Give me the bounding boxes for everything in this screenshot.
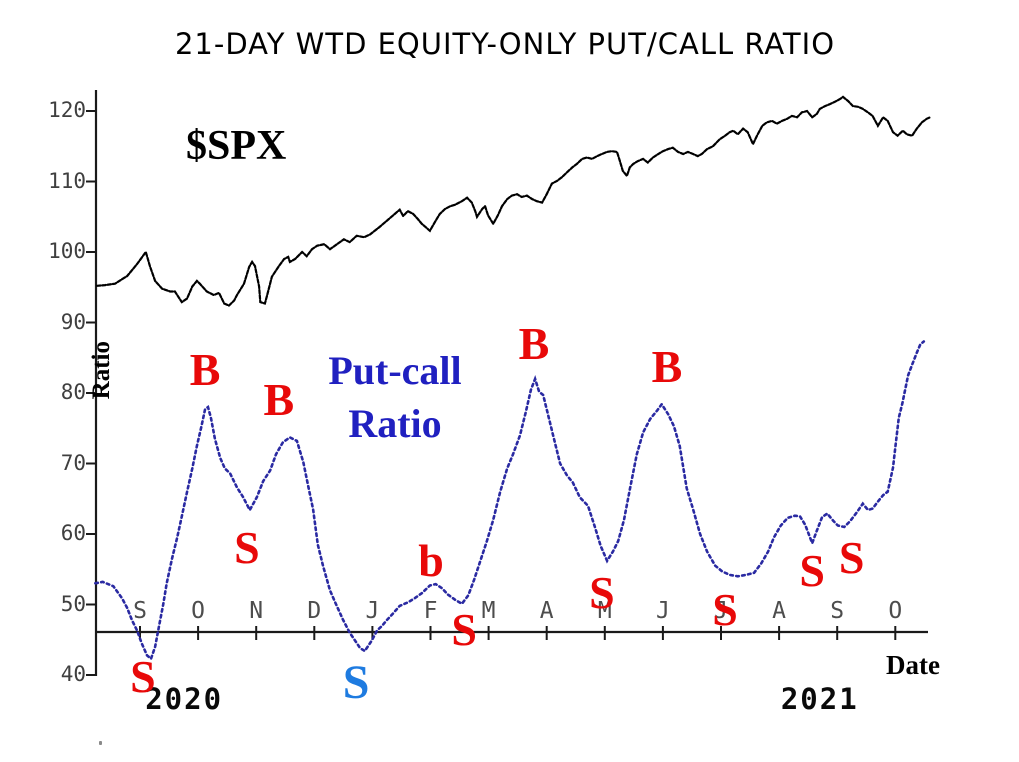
x-month-label: A	[772, 598, 787, 624]
buy-signal-letter: b	[418, 534, 444, 586]
x-month-label: S	[830, 598, 845, 624]
stray-dot	[99, 741, 102, 745]
x-month-label: O	[888, 598, 903, 624]
y-tick-label: 120	[48, 98, 86, 122]
y-tick-label: 70	[60, 450, 86, 475]
sell-signal-letter: S	[838, 531, 865, 583]
x-month-label: J	[365, 598, 380, 624]
x-month-label: N	[249, 598, 264, 624]
y-tick-label: 100	[48, 239, 86, 263]
sell-signal-letter: S	[589, 567, 615, 619]
sell-signal-letter: S	[712, 584, 738, 636]
spx-line	[95, 95, 932, 307]
x-month-label: O	[191, 598, 206, 624]
y-tick-label: 90	[60, 309, 86, 334]
sell-signal-letter: S	[799, 544, 825, 596]
sell-signal-letter: S	[234, 522, 260, 574]
y-axis-title: Ratio	[88, 341, 115, 400]
buy-signal-letter: B	[518, 318, 550, 370]
x-month-label: J	[655, 598, 670, 624]
y-tick-label: 60	[60, 521, 86, 545]
buy-signal-letter: B	[263, 374, 295, 426]
spx-series-label: $SPX	[186, 123, 287, 169]
sell-signal-letter: S	[342, 656, 370, 710]
x-axis-title: Date	[886, 650, 940, 680]
x-month-label: J	[714, 598, 728, 624]
putcall-label-line2: Ratio	[348, 401, 442, 446]
sell-signal-letter: S	[130, 651, 156, 703]
year-label-2021: 2021	[780, 682, 859, 716]
x-month-label: D	[307, 598, 322, 624]
putcall-series-label: Put-call Ratio	[295, 344, 495, 450]
x-month-label: F	[423, 598, 438, 624]
x-month-label: S	[133, 598, 147, 624]
x-month-label: A	[539, 598, 554, 624]
chart-title: 21-DAY WTD EQUITY-ONLY PUT/CALL RATIO	[174, 27, 836, 61]
y-tick-label: 80	[60, 380, 86, 404]
y-tick-label: 50	[60, 591, 86, 616]
x-month-label: M	[481, 598, 496, 624]
sell-signal-letter: S	[451, 603, 477, 655]
buy-signal-letter: B	[651, 340, 683, 392]
putcall-label-line1: Put-call	[328, 348, 462, 393]
y-tick-label: 40	[60, 662, 86, 686]
y-tick-label: 110	[48, 168, 86, 193]
putcall-ratio-line	[94, 340, 926, 662]
buy-signal-letter: B	[189, 344, 221, 396]
x-month-label: M	[597, 598, 612, 624]
year-label-2020: 2020	[145, 682, 224, 716]
